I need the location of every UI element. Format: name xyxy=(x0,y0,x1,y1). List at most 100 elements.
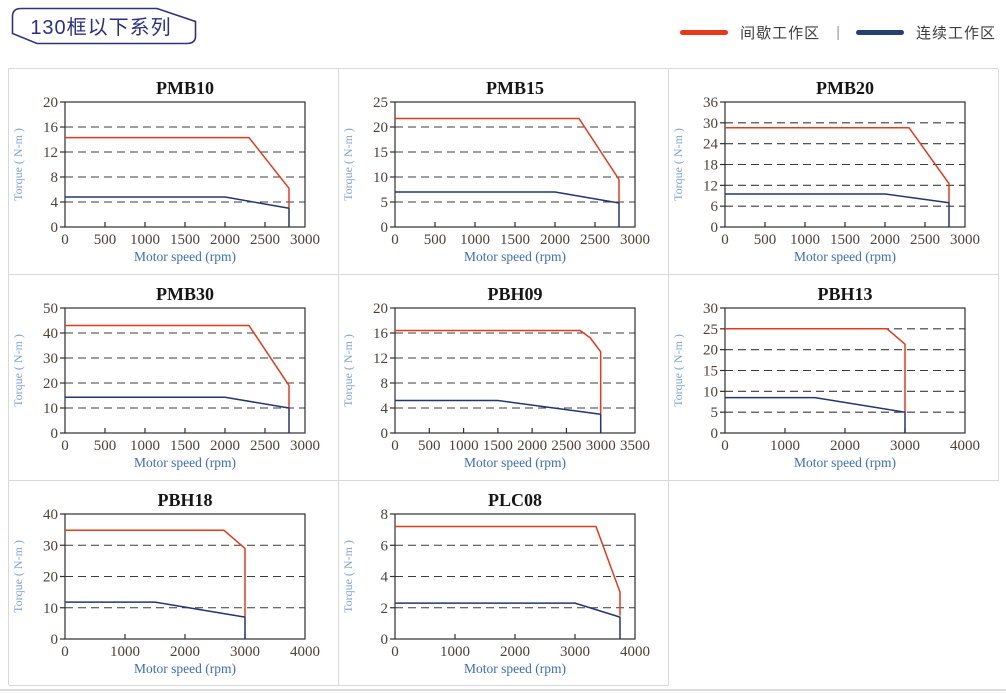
legend-continuous-label: 连续工作区 xyxy=(915,24,996,42)
x-tick-label: 0 xyxy=(61,644,69,660)
series-line xyxy=(395,525,621,616)
x-tick-label: 1000 xyxy=(110,644,140,660)
y-tick-label: 36 xyxy=(703,95,719,111)
x-tick-label: 2000 xyxy=(210,232,240,248)
x-axis-label: Motor speed (rpm) xyxy=(464,455,566,470)
x-tick-label: 3000 xyxy=(290,232,320,248)
series-line xyxy=(395,399,602,433)
chart-title: PMB30 xyxy=(156,284,214,304)
y-tick-label: 8 xyxy=(381,507,389,523)
x-tick-label: 500 xyxy=(424,232,447,248)
chart-title: PMB20 xyxy=(816,78,874,98)
legend-intermittent-label: 间歇工作区 xyxy=(740,24,821,42)
legend-continuous-swatch xyxy=(855,29,904,35)
chart-cell: 0 5 10 15 20 25 30 0 1000 2000 3000 4000 PBH13 Motor … xyxy=(669,275,999,481)
x-tick-label: 1500 xyxy=(170,232,200,248)
y-tick-label: 6 xyxy=(711,199,719,215)
badge-shape xyxy=(11,7,197,45)
x-tick-label: 3000 xyxy=(290,438,320,454)
x-axis-label: Motor speed (rpm) xyxy=(794,455,896,470)
y-tick-label: 20 xyxy=(373,301,388,317)
y-tick-label: 0 xyxy=(711,426,719,442)
x-tick-label: 1500 xyxy=(500,232,530,248)
chart-title: PLC08 xyxy=(488,490,542,510)
y-tick-label: 18 xyxy=(703,158,718,174)
series-line xyxy=(395,329,602,414)
series-line xyxy=(725,396,906,433)
x-tick-label: 2000 xyxy=(210,438,240,454)
chart-PLC08: 0 2 4 6 8 0 1000 2000 3000 4000 PLC08 Motor speed (… xyxy=(341,490,650,676)
x-axis-label: Motor speed (rpm) xyxy=(794,249,896,264)
x-tick-label: 2500 xyxy=(250,232,280,248)
x-tick-label: 3000 xyxy=(620,232,650,248)
x-tick-label: 2000 xyxy=(870,232,900,248)
x-tick-label: 2000 xyxy=(830,438,860,454)
x-tick-label: 1000 xyxy=(770,438,800,454)
y-tick-label: 0 xyxy=(381,220,389,236)
series-line xyxy=(725,193,950,227)
series-badge-label: 130框以下系列 xyxy=(30,17,172,39)
x-axis-label: Motor speed (rpm) xyxy=(134,661,236,676)
y-tick-label: 8 xyxy=(51,170,59,186)
x-tick-label: 1500 xyxy=(483,438,513,454)
y-axis-label: Torque ( N-m ) xyxy=(11,128,25,201)
x-tick-label: 1000 xyxy=(130,232,160,248)
y-axis-label: Torque ( N-m ) xyxy=(341,334,355,407)
chart-PBH18: 0 10 20 30 40 0 1000 2000 3000 4000 PBH18 Motor spe… xyxy=(11,490,320,676)
y-tick-label: 16 xyxy=(373,326,389,342)
series-badge: 130框以下系列 xyxy=(10,7,198,46)
plot-border xyxy=(394,101,636,228)
legend-separator: | xyxy=(836,23,840,41)
series-line xyxy=(65,324,290,408)
y-tick-label: 50 xyxy=(43,301,58,317)
x-tick-label: 1500 xyxy=(830,232,860,248)
plot-border xyxy=(64,101,306,228)
x-tick-label: 0 xyxy=(391,232,399,248)
x-tick-label: 500 xyxy=(94,232,117,248)
y-tick-label: 10 xyxy=(373,170,388,186)
series-line xyxy=(395,117,620,203)
chart-PMB10: 0 4 8 12 16 20 0 500 1000 1500 2000 2500 3000 PMB10 Mo… xyxy=(11,78,320,264)
x-tick-label: 1000 xyxy=(449,438,479,454)
chart-legend: 间歇工作区 | 连续工作区 xyxy=(680,22,996,42)
x-tick-label: 2500 xyxy=(551,438,581,454)
chart-cell: 0 4 8 12 16 20 0 500 1000 1500 2000 2500 3000 PMB10 Mo… xyxy=(9,69,339,275)
y-tick-label: 20 xyxy=(43,95,58,111)
x-tick-label: 3000 xyxy=(890,438,920,454)
x-tick-label: 0 xyxy=(391,438,399,454)
x-axis-label: Motor speed (rpm) xyxy=(464,661,566,676)
y-tick-label: 24 xyxy=(703,137,719,153)
page-bottom-rule xyxy=(0,689,1006,691)
x-axis-label: Motor speed (rpm) xyxy=(464,249,566,264)
chart-grid: 0 4 8 12 16 20 0 500 1000 1500 2000 2500 3000 PMB10 Mo… xyxy=(8,68,999,686)
series-line xyxy=(65,196,290,227)
y-tick-label: 40 xyxy=(43,326,58,342)
x-tick-label: 1000 xyxy=(440,644,470,660)
x-tick-label: 2000 xyxy=(517,438,547,454)
y-tick-label: 0 xyxy=(381,426,389,442)
y-tick-label: 0 xyxy=(51,426,59,442)
y-tick-label: 8 xyxy=(381,376,389,392)
y-axis-label: Torque ( N-m ) xyxy=(671,334,685,407)
y-tick-label: 10 xyxy=(43,401,58,417)
chart-cell: 0 10 20 30 40 50 0 500 1000 1500 2000 2500 3000 PMB30… xyxy=(9,275,339,481)
y-tick-label: 12 xyxy=(703,178,718,194)
y-tick-label: 30 xyxy=(703,301,718,317)
y-tick-label: 10 xyxy=(43,601,58,617)
x-tick-label: 0 xyxy=(391,644,399,660)
x-tick-label: 0 xyxy=(61,438,69,454)
y-tick-label: 2 xyxy=(381,601,389,617)
x-tick-label: 1000 xyxy=(460,232,490,248)
chart-cell: 0 2 4 6 8 0 1000 2000 3000 4000 PLC08 Motor speed (… xyxy=(339,481,669,686)
x-tick-label: 0 xyxy=(721,232,729,248)
empty-cell xyxy=(669,481,999,686)
plot-border xyxy=(64,307,306,434)
x-tick-label: 4000 xyxy=(290,644,320,660)
series-line xyxy=(395,191,620,227)
y-tick-label: 5 xyxy=(711,405,719,421)
chart-cell: 0 10 20 30 40 0 1000 2000 3000 4000 PBH18 Motor spe… xyxy=(9,481,339,686)
y-tick-label: 20 xyxy=(373,120,388,136)
y-tick-label: 4 xyxy=(381,401,389,417)
series-line xyxy=(395,602,621,639)
y-axis-label: Torque ( N-m ) xyxy=(671,128,685,201)
